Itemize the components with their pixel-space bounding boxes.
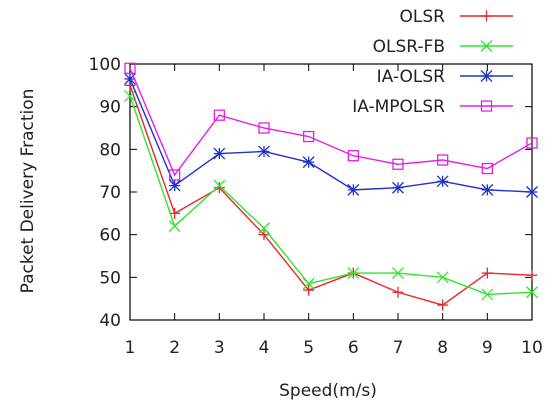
series-olsr	[124, 79, 538, 311]
data-point	[392, 158, 404, 170]
data-point	[303, 284, 315, 296]
data-point	[258, 222, 270, 235]
y-tick-label: 80	[99, 140, 121, 160]
y-tick-label: 70	[99, 183, 121, 203]
legend-item: OLSR-FB	[373, 37, 513, 57]
data-point	[168, 179, 181, 192]
data-point	[258, 145, 270, 158]
legend: OLSR OLSR-FB IA-OLSR IA-MPOLSR	[352, 7, 513, 117]
x-tick-label: 7	[393, 338, 404, 358]
data-point	[258, 229, 270, 241]
y-tick-label: 100	[89, 55, 121, 75]
data-point	[347, 183, 360, 196]
legend-label: IA-MPOLSR	[352, 97, 445, 117]
y-tick-label: 90	[99, 98, 121, 118]
data-point	[302, 277, 315, 290]
legend-item: OLSR	[400, 7, 513, 27]
data-point	[347, 150, 359, 162]
data-point	[392, 286, 404, 298]
data-point	[213, 182, 225, 194]
y-tick-label: 40	[99, 311, 121, 331]
series-olsr-fb	[124, 90, 538, 301]
data-point	[481, 183, 494, 196]
data-point	[258, 122, 270, 134]
data-point	[436, 175, 449, 188]
data-point	[213, 147, 226, 160]
data-point	[124, 90, 136, 102]
data-point	[213, 179, 226, 192]
legend-item: IA-MPOLSR	[352, 97, 513, 117]
data-point	[526, 286, 538, 299]
data-point	[437, 299, 449, 311]
series-ia-olsr	[124, 72, 538, 198]
data-point	[526, 137, 538, 149]
legend-label: IA-OLSR	[377, 67, 446, 87]
data-point	[169, 169, 181, 181]
series-line	[129, 67, 533, 177]
data-point	[213, 109, 225, 121]
data-point	[392, 181, 404, 194]
x-tick-label: 1	[125, 338, 136, 358]
y-tick-label: 50	[99, 268, 121, 288]
x-tick-label: 3	[214, 338, 225, 358]
series-layer	[124, 62, 538, 311]
data-point	[168, 220, 181, 233]
y-axis: 40 50 60 70 80 90 100	[89, 55, 532, 331]
series-line	[129, 85, 533, 306]
legend-label: OLSR-FB	[373, 37, 445, 57]
data-point	[303, 130, 315, 143]
x-tick-label: 9	[482, 338, 493, 358]
x-tick-label: 5	[303, 338, 314, 358]
x-tick-label: 6	[348, 338, 359, 358]
x-axis: 1 2 3 4 5 6 7 8 9 10	[125, 64, 543, 358]
x-tick-label: 2	[169, 338, 180, 358]
legend-marker	[480, 70, 493, 82]
series-line	[129, 78, 533, 193]
x-tick-label: 10	[521, 338, 543, 358]
x-tick-label: 8	[437, 338, 448, 358]
data-point	[481, 162, 493, 175]
series-ia-mpolsr	[124, 62, 538, 181]
legend-label: OLSR	[400, 7, 446, 27]
data-point	[526, 186, 538, 198]
data-point	[124, 62, 136, 74]
y-tick-label: 60	[99, 226, 121, 246]
data-point	[481, 267, 493, 279]
data-point	[526, 269, 538, 281]
legend-marker	[480, 40, 493, 52]
data-point	[392, 267, 404, 280]
data-point	[347, 267, 360, 280]
legend-marker	[480, 100, 493, 112]
series-line	[129, 95, 533, 296]
x-tick-label: 4	[259, 338, 270, 358]
y-axis-title: Packet Delivery Fraction	[18, 89, 38, 294]
legend-item: IA-OLSR	[377, 67, 513, 87]
data-point	[481, 288, 494, 301]
data-point	[437, 154, 449, 166]
data-point	[436, 271, 449, 284]
legend-marker	[481, 10, 492, 22]
data-point	[302, 156, 315, 169]
x-axis-title: Speed(m/s)	[279, 381, 377, 401]
